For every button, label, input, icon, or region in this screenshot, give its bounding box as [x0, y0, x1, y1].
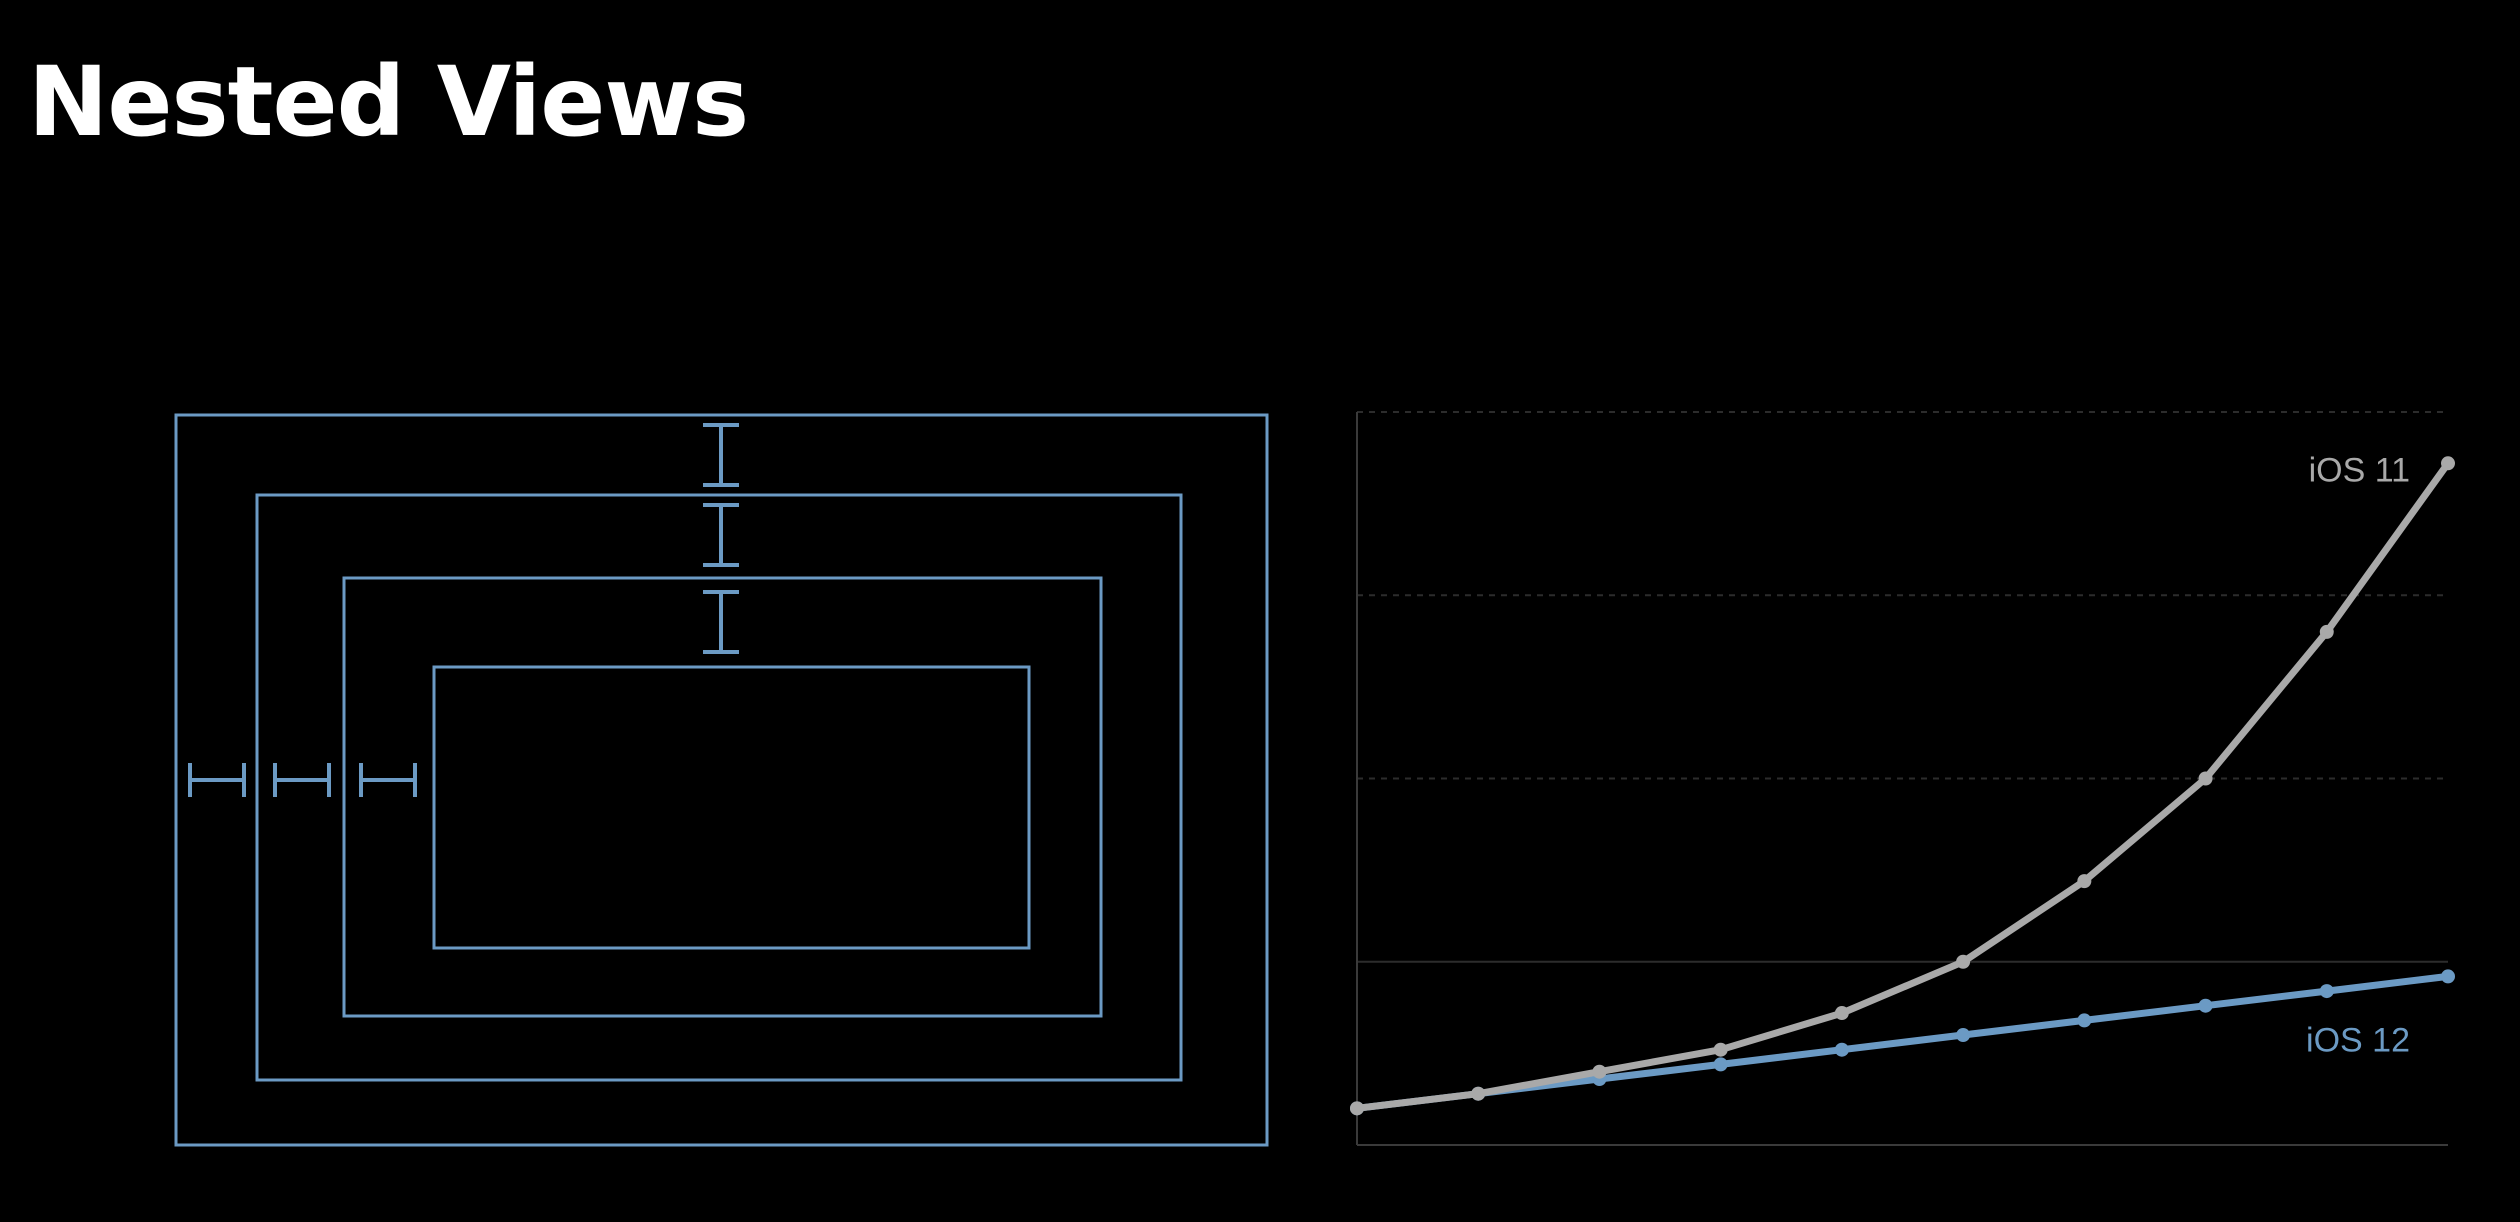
data-point-ios-11-10 [2441, 456, 2455, 471]
side-inset-marker-2 [273, 763, 331, 797]
nested-view-4 [432, 665, 1031, 950]
nested-view-1 [174, 413, 1269, 1147]
data-point-ios-12-6 [1956, 1028, 1971, 1043]
data-point-ios-11-3 [1592, 1064, 1607, 1079]
data-point-ios-11-8 [2198, 771, 2213, 786]
top-inset-marker-1 [703, 423, 739, 487]
data-point-ios-11-9 [2319, 624, 2334, 639]
series-label-ios-11: iOS 11 [2309, 451, 2410, 489]
data-point-ios-12-7 [2077, 1013, 2092, 1028]
data-point-ios-11-5 [1834, 1006, 1849, 1021]
data-point-ios-11-4 [1713, 1042, 1728, 1057]
nested-view-3 [342, 576, 1103, 1018]
data-point-ios-11-1 [1350, 1101, 1364, 1116]
series-line-ios-11 [1353, 459, 2452, 1112]
data-point-ios-12-4 [1713, 1057, 1728, 1072]
side-inset-marker-3 [359, 763, 417, 797]
data-point-ios-12-10 [2441, 969, 2455, 984]
top-inset-marker-3 [703, 590, 739, 654]
series-line-ios-12 [1353, 972, 2452, 1112]
data-point-ios-12-8 [2198, 998, 2213, 1013]
side-inset-marker-1 [188, 763, 246, 797]
data-point-ios-12-5 [1834, 1042, 1849, 1057]
nested-view-2 [255, 493, 1183, 1082]
series-label-ios-12: iOS 12 [2306, 1021, 2410, 1059]
data-point-ios-11-6 [1956, 954, 1971, 969]
top-inset-marker-2 [703, 503, 739, 567]
data-point-ios-11-7 [2077, 874, 2092, 889]
data-point-ios-11-2 [1471, 1086, 1486, 1101]
data-point-ios-12-9 [2319, 984, 2334, 999]
slide-title: Nested Views [28, 46, 749, 158]
